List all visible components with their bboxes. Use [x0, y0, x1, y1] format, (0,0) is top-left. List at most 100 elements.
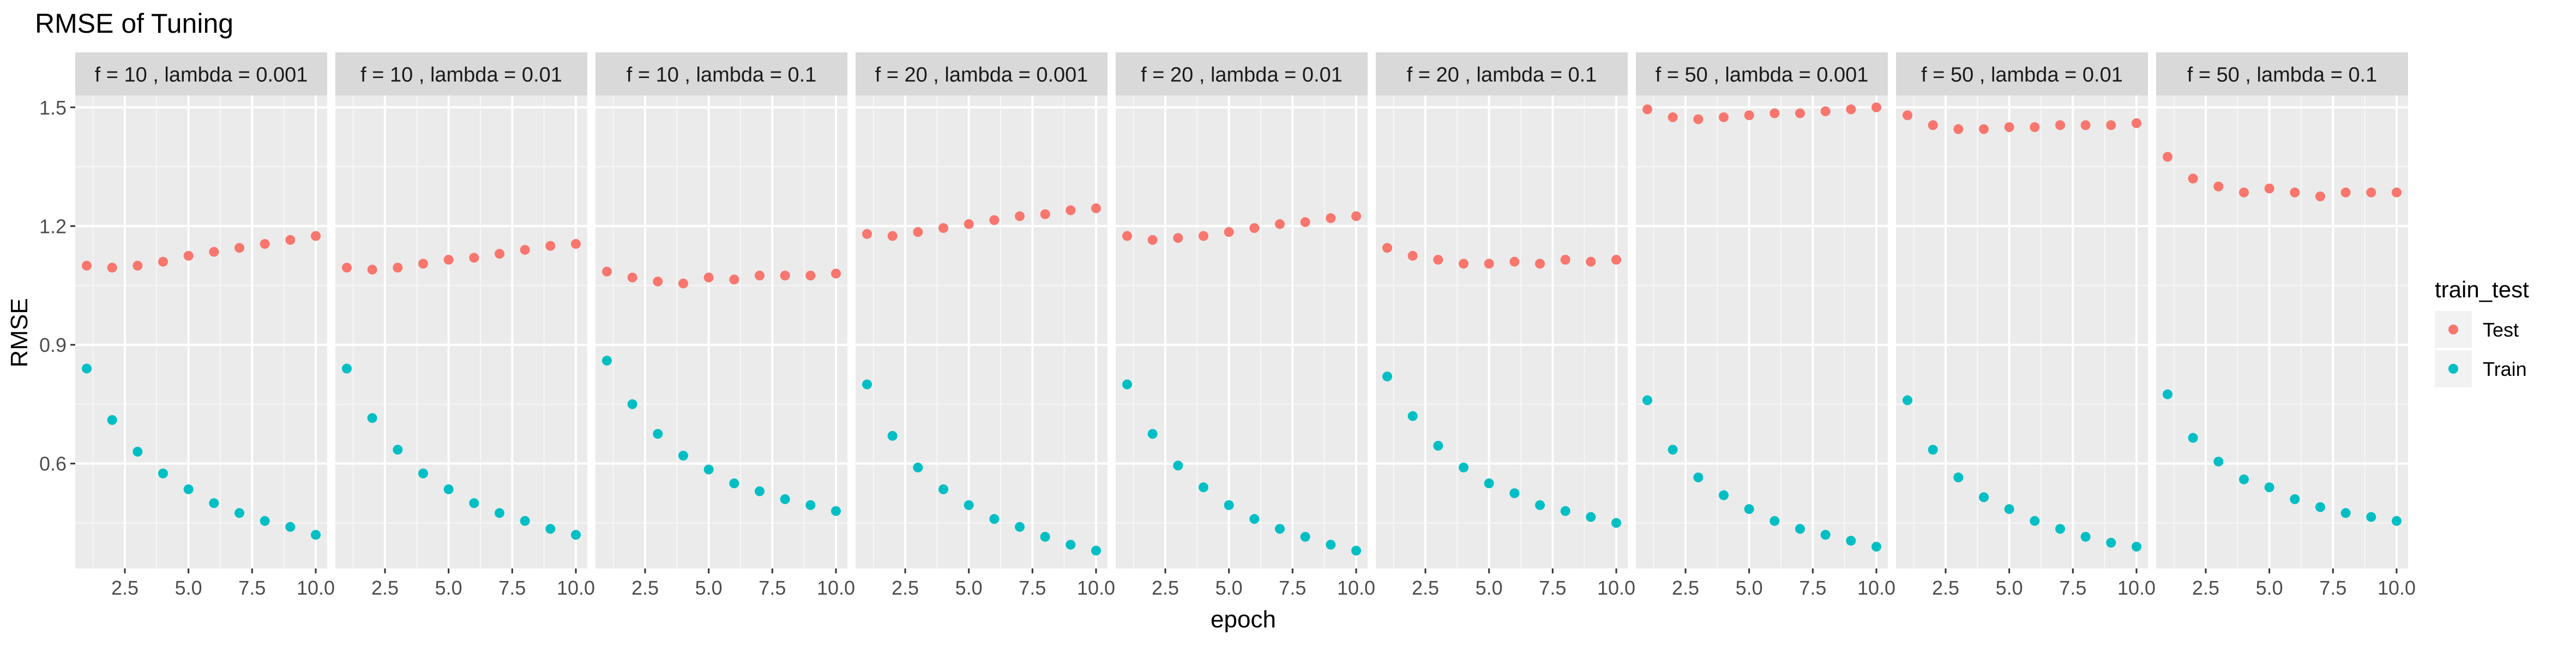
x-tick-label: 10.0 — [2378, 577, 2416, 599]
train-point — [443, 484, 454, 494]
test-point — [234, 243, 244, 253]
facet-strip — [75, 52, 327, 95]
test-point — [1407, 250, 1418, 261]
train-point — [1846, 536, 1856, 546]
train-point — [1642, 395, 1652, 405]
facet-strip — [1896, 52, 2148, 95]
test-point — [183, 250, 194, 261]
train-point — [1611, 518, 1621, 528]
x-tick-label: 10.0 — [2117, 577, 2156, 599]
test-point — [2188, 173, 2198, 184]
train-point — [234, 508, 244, 518]
train-point — [1770, 516, 1780, 526]
train-point — [2106, 537, 2116, 548]
test-point — [1199, 231, 1208, 241]
facet-panel: f = 10 , lambda = 0.001 2.5 5.0 7.5 10.0 — [75, 52, 335, 599]
train-point — [1979, 492, 1989, 502]
test-point — [2366, 187, 2376, 197]
test-point — [1871, 102, 1881, 112]
train-point — [2239, 474, 2249, 484]
x-tick-label: 5.0 — [955, 577, 983, 599]
test-point — [2213, 181, 2224, 191]
test-point — [653, 276, 663, 286]
legend-title: train_test — [2435, 277, 2529, 302]
train-point — [1509, 488, 1520, 499]
test-point — [1586, 256, 1596, 267]
facet-label: f = 50 , lambda = 0.01 — [1921, 64, 2123, 87]
facet-label: f = 50 , lambda = 0.1 — [2187, 64, 2378, 87]
test-point — [2055, 120, 2065, 130]
y-axis-title: RMSE — [6, 298, 33, 367]
test-point — [1326, 213, 1336, 223]
train-point — [1066, 540, 1076, 550]
train-point — [1300, 531, 1310, 542]
facet-panel: f = 20 , lambda = 0.1 2.5 5.0 7.5 10.0 — [1376, 52, 1635, 599]
train-point — [2340, 508, 2351, 518]
train-point — [285, 522, 296, 532]
test-point — [1642, 104, 1652, 115]
facet-panel: f = 20 , lambda = 0.001 2.5 5.0 7.5 10.0 — [856, 52, 1115, 599]
test-point — [1351, 211, 1361, 221]
test-point — [831, 268, 841, 279]
legend-marker — [2448, 325, 2458, 334]
test-point — [2004, 122, 2014, 133]
facet-plot-area — [595, 95, 847, 568]
test-point — [571, 239, 581, 249]
train-point — [1122, 379, 1132, 390]
test-point — [158, 256, 168, 267]
test-point — [209, 247, 219, 257]
train-point — [209, 498, 219, 508]
train-point — [571, 530, 581, 540]
train-point — [1744, 504, 1754, 514]
test-point — [1744, 110, 1754, 121]
train-point — [1275, 524, 1285, 534]
train-point — [1586, 512, 1596, 522]
train-point — [133, 446, 143, 457]
train-point — [1871, 542, 1881, 552]
train-point — [1173, 460, 1183, 471]
test-point — [602, 266, 612, 277]
test-point — [1066, 205, 1076, 215]
test-point — [2264, 183, 2274, 194]
test-point — [1668, 112, 1678, 122]
test-point — [1820, 106, 1831, 117]
train-point — [342, 363, 352, 374]
test-point — [495, 249, 504, 259]
facet-label: f = 10 , lambda = 0.01 — [360, 64, 562, 87]
train-point — [1459, 462, 1468, 472]
chart-title: RMSE of Tuning — [35, 8, 233, 39]
test-point — [107, 262, 117, 273]
train-point — [1040, 531, 1050, 542]
test-point — [1173, 233, 1183, 243]
train-point — [520, 516, 530, 526]
y-tick-label: 1.2 — [39, 215, 67, 237]
facet-strip — [335, 52, 587, 95]
x-tick-label: 10.0 — [1597, 577, 1635, 599]
x-tick-label: 5.0 — [695, 577, 723, 599]
x-tick-label: 10.0 — [1857, 577, 1895, 599]
train-point — [1668, 445, 1678, 455]
train-point — [964, 500, 974, 510]
test-point — [311, 231, 321, 241]
test-point — [393, 262, 403, 273]
test-point — [1611, 255, 1621, 265]
train-point — [1433, 441, 1443, 451]
x-axis-title: epoch — [1211, 606, 1276, 633]
x-tick-label: 10.0 — [1077, 577, 1115, 599]
x-tick-label: 10.0 — [297, 577, 335, 599]
test-point — [418, 259, 428, 269]
train-point — [260, 516, 270, 526]
train-point — [2366, 512, 2376, 522]
facet-label: f = 10 , lambda = 0.001 — [95, 64, 308, 87]
test-point — [1275, 219, 1285, 229]
facet-strip — [856, 52, 1108, 95]
test-point — [1535, 259, 1545, 269]
facet-strip — [1636, 52, 1888, 95]
train-point — [1351, 546, 1361, 556]
train-point — [2315, 502, 2325, 512]
x-tick-label: 2.5 — [111, 577, 139, 599]
train-point — [418, 468, 428, 478]
test-point — [133, 260, 143, 271]
test-point — [1015, 211, 1025, 221]
